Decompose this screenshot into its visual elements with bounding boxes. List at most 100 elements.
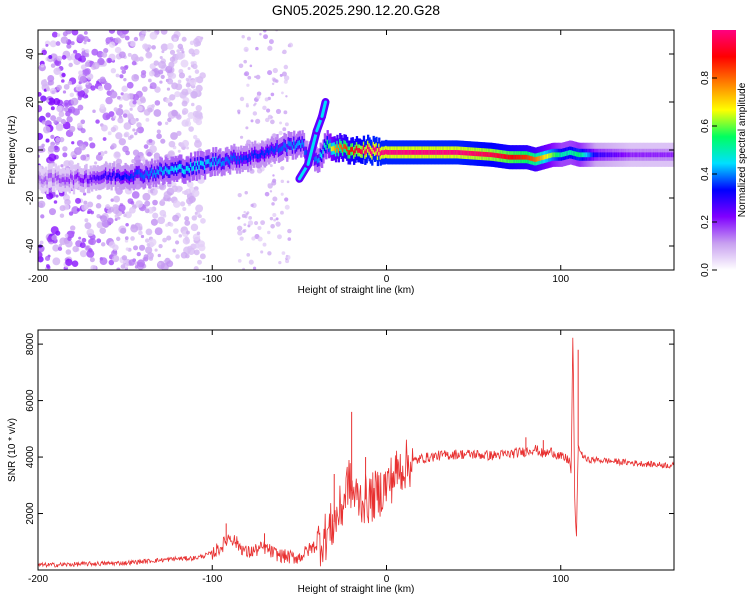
noise-point [160, 30, 168, 35]
ridge-core [213, 161, 216, 167]
spectrogram-y-axis-label: Frequency (Hz) [7, 116, 18, 185]
noise-point [75, 197, 82, 204]
ridge-core [100, 174, 104, 180]
ridge-core [603, 152, 607, 158]
ridge-core [584, 152, 587, 158]
ridge-core [387, 150, 391, 155]
noise-point [45, 264, 50, 268]
ridge-core [128, 176, 131, 181]
noise-point [151, 45, 156, 50]
ridge-core [456, 150, 459, 155]
ridge-core [417, 150, 420, 155]
ridge-core [406, 150, 409, 155]
noise-point [124, 35, 130, 41]
noise-point [112, 115, 117, 119]
noise-point [130, 236, 135, 241]
noise-point [83, 200, 88, 205]
ridge-core [378, 147, 381, 152]
ridge-core [51, 177, 55, 183]
noise-point [113, 107, 118, 112]
noise-point [99, 257, 108, 266]
ridge-core [373, 147, 377, 153]
snr-x-axis-label: Height of straight line (km) [298, 584, 415, 595]
noise-point [193, 249, 200, 256]
ridge-core [293, 140, 296, 146]
noise-point [80, 154, 87, 161]
ridge-core [385, 149, 388, 155]
ridge-core [376, 151, 380, 157]
noise-point [61, 55, 67, 60]
noise-point [159, 184, 164, 190]
ridge-core [486, 152, 490, 157]
snr-series [38, 337, 674, 569]
noise-point [148, 78, 152, 83]
noise-point [243, 210, 246, 214]
noise-point [45, 138, 50, 143]
noise-point [263, 34, 268, 40]
noise-point [139, 37, 144, 42]
noise-point [160, 43, 169, 51]
ridge-core [528, 155, 531, 161]
ridge-core [102, 174, 105, 180]
noise-point [86, 73, 94, 80]
noise-point [284, 197, 289, 202]
ridge-core [530, 155, 533, 161]
ridge-core [484, 151, 487, 157]
noise-point [170, 132, 178, 140]
ridge-core [596, 152, 600, 158]
noise-point [121, 255, 128, 261]
noise-point [123, 122, 132, 130]
snr-y-tick-label: 6000 [25, 389, 36, 412]
ridge-core [178, 163, 182, 169]
noise-point [187, 245, 193, 252]
colorbar-tick-label: 0.0 [700, 263, 711, 277]
ridge-core [426, 150, 430, 155]
noise-point [286, 180, 290, 184]
ridge-core [592, 152, 596, 158]
noise-point [117, 216, 121, 220]
spectrogram-y-tick-label: 40 [25, 48, 36, 60]
noise-point [237, 258, 242, 263]
ridge-core [627, 152, 630, 158]
ridge-core [93, 174, 97, 180]
noise-point [265, 117, 270, 123]
noise-point [269, 164, 273, 168]
ridge-core [422, 150, 426, 155]
ridge-core [394, 150, 398, 155]
noise-point [138, 230, 143, 236]
noise-point [188, 75, 192, 79]
ridge-core [39, 176, 42, 181]
ridge-core [298, 140, 301, 146]
ridge-core [160, 167, 163, 173]
ridge-core [81, 178, 84, 183]
ridge-core [404, 150, 407, 155]
ridge-core [92, 174, 95, 180]
noise-point [200, 218, 206, 224]
ridge-core [652, 152, 656, 158]
ridge-core [560, 152, 564, 158]
ridge-core [553, 152, 557, 158]
ridge-core [656, 152, 660, 158]
noise-point [115, 132, 123, 140]
noise-point [47, 75, 55, 82]
noise-point [134, 265, 139, 269]
noise-point [281, 71, 287, 77]
noise-point [145, 246, 153, 254]
ridge-core [166, 167, 169, 173]
noise-point [131, 73, 140, 82]
ridge-core [601, 152, 604, 158]
ridge-core [123, 174, 126, 180]
noise-point [58, 136, 65, 143]
ridge-core [382, 150, 385, 155]
noise-point [188, 126, 194, 132]
ridge-core [626, 152, 629, 158]
noise-point [143, 44, 149, 49]
ridge-core [249, 156, 253, 161]
noise-point [116, 267, 121, 270]
ridge-core [103, 173, 106, 179]
noise-point [143, 144, 149, 149]
ridge-core [438, 150, 441, 155]
noise-point [50, 226, 59, 235]
ridge-core [474, 151, 477, 157]
